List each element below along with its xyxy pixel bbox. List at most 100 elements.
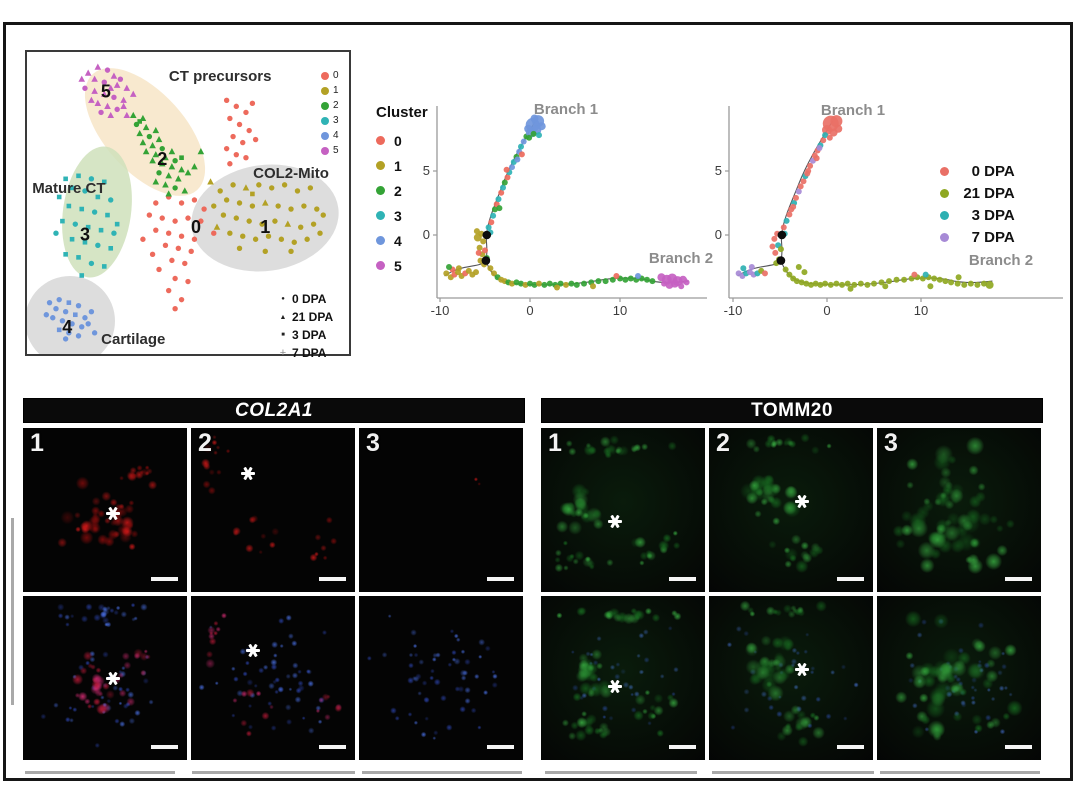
legend-color-dot bbox=[376, 236, 385, 245]
column-underline bbox=[362, 771, 522, 774]
shape-legend-item: ● 0 DPA bbox=[277, 290, 333, 308]
dpa-legend-item: 21 DPA bbox=[940, 182, 1015, 204]
cluster-legend-item: 4 bbox=[376, 228, 428, 253]
svg-text:Cartilage: Cartilage bbox=[101, 331, 165, 348]
scale-bar bbox=[151, 745, 178, 749]
scale-bar bbox=[319, 577, 346, 581]
trajectory-dpa-plot: 5 0 -10 0 10 bbox=[715, 106, 1063, 317]
panel-number: 2 bbox=[198, 429, 212, 457]
tomm20-title: TOMM20 bbox=[541, 398, 1043, 423]
trajectory-cluster-plot: 5 0 -10 0 10 bbox=[423, 106, 707, 317]
col2a1-panel-r2c2 bbox=[191, 596, 355, 760]
scale-bar bbox=[669, 577, 696, 581]
legend-color-dot bbox=[376, 186, 385, 195]
asterisk-marker bbox=[105, 505, 121, 521]
umap-legend-item: 1 bbox=[321, 83, 339, 98]
shape-legend-item: +7 DPA bbox=[277, 344, 333, 362]
umap-legend-item: 3 bbox=[321, 113, 339, 128]
svg-text:5: 5 bbox=[715, 163, 722, 178]
timepoint-shape-legend: ● 0 DPA ▲ 21 DPA ■ 3 DPA +7 DPA bbox=[277, 290, 334, 362]
svg-text:5: 5 bbox=[101, 81, 111, 101]
svg-text:3: 3 bbox=[80, 225, 90, 245]
column-underline bbox=[192, 771, 355, 774]
col2a1-group: COL2A1 1 2 3 bbox=[23, 398, 525, 760]
tomm20-panel-r2c1 bbox=[541, 596, 705, 760]
asterisk-marker bbox=[240, 466, 256, 482]
tomm20-panel-r1c2: 2 bbox=[709, 428, 873, 592]
cluster-color-dot bbox=[321, 71, 329, 80]
tomm20-panel-r1c1: 1 bbox=[541, 428, 705, 592]
panel-number: 1 bbox=[548, 429, 562, 457]
legend-color-dot bbox=[376, 211, 385, 220]
branch2-label-dpa: Branch 2 bbox=[968, 252, 1034, 269]
column-underline bbox=[545, 771, 697, 774]
legend-color-dot bbox=[376, 161, 385, 170]
asterisk-marker bbox=[794, 662, 810, 678]
scale-bar bbox=[837, 745, 864, 749]
svg-text:0: 0 bbox=[715, 227, 722, 242]
left-bracket-line bbox=[11, 518, 14, 705]
branch1-label: Branch 1 bbox=[533, 101, 599, 118]
svg-text:CT precursors: CT precursors bbox=[169, 68, 272, 85]
svg-text:COL2-Mito: COL2-Mito bbox=[253, 165, 329, 182]
tomm20-panel-r1c3: 3 bbox=[877, 428, 1041, 592]
svg-text:Mature CT: Mature CT bbox=[32, 180, 105, 197]
umap-panel: 5 2 3 0 1 4 CT precursors Mature CT COL2-Mito Car… bbox=[25, 50, 351, 360]
column-underline bbox=[712, 771, 874, 774]
svg-text:0: 0 bbox=[526, 303, 533, 317]
asterisk-marker bbox=[607, 678, 623, 694]
column-underline bbox=[25, 771, 175, 774]
asterisk-marker bbox=[794, 494, 810, 510]
cluster-color-dot bbox=[321, 86, 329, 95]
scale-bar bbox=[487, 745, 514, 749]
col2a1-panel-r1c1: 1 bbox=[23, 428, 187, 592]
panel-number: 3 bbox=[884, 429, 898, 457]
scale-bar bbox=[151, 577, 178, 581]
scale-bar bbox=[319, 745, 346, 749]
tomm20-grid: 1 2 3 bbox=[541, 428, 1043, 760]
col2a1-title: COL2A1 bbox=[23, 398, 525, 423]
col2a1-panel-r2c3 bbox=[359, 596, 523, 760]
legend-color-dot bbox=[376, 261, 385, 270]
asterisk-marker bbox=[105, 670, 121, 686]
col2a1-panel-r1c3: 3 bbox=[359, 428, 523, 592]
cluster-legend-item: 1 bbox=[376, 153, 428, 178]
cluster-color-dot bbox=[321, 101, 329, 110]
svg-text:1: 1 bbox=[260, 217, 270, 237]
panel-number: 3 bbox=[366, 429, 380, 457]
panel-number: 2 bbox=[716, 429, 730, 457]
dpa-legend-item: 3 DPA bbox=[940, 204, 1015, 226]
dpa-legend-item: 0 DPA bbox=[940, 160, 1015, 182]
legend-color-dot bbox=[940, 210, 949, 220]
square-marker-icon: ■ bbox=[281, 332, 285, 338]
triangle-marker-icon: ▲ bbox=[279, 313, 287, 321]
col2a1-panel-r2c1 bbox=[23, 596, 187, 760]
tomm20-panel-r2c3 bbox=[877, 596, 1041, 760]
branch2-label: Branch 2 bbox=[648, 250, 714, 267]
scale-bar bbox=[1005, 745, 1032, 749]
legend-color-dot bbox=[940, 166, 949, 176]
svg-text:0: 0 bbox=[191, 217, 201, 237]
tomm20-group: TOMM20 1 2 3 bbox=[541, 398, 1043, 760]
svg-text:2: 2 bbox=[157, 149, 167, 169]
umap-legend-item: 2 bbox=[321, 98, 339, 113]
svg-text:5: 5 bbox=[423, 163, 430, 178]
shape-legend-item: ■ 3 DPA bbox=[277, 326, 333, 344]
svg-text:0: 0 bbox=[823, 303, 830, 317]
col2a1-panel-r1c2: 2 bbox=[191, 428, 355, 592]
legend-color-dot bbox=[940, 232, 949, 242]
svg-text:10: 10 bbox=[613, 303, 627, 317]
cluster-legend-item: 0 bbox=[376, 128, 428, 153]
cluster-color-dot bbox=[321, 146, 329, 155]
legend-color-dot bbox=[376, 136, 385, 145]
legend-color-dot bbox=[940, 188, 949, 198]
scale-bar bbox=[1005, 577, 1032, 581]
dpa-legend-item: 7 DPA bbox=[940, 226, 1015, 248]
dpa-legend: 0 DPA 21 DPA 3 DPA 7 DPA bbox=[940, 160, 1015, 248]
plus-marker-icon: + bbox=[279, 347, 287, 359]
shape-legend-item: ▲ 21 DPA bbox=[277, 308, 334, 326]
branch1-label-dpa: Branch 1 bbox=[820, 102, 886, 119]
panel-number: 1 bbox=[30, 429, 44, 457]
